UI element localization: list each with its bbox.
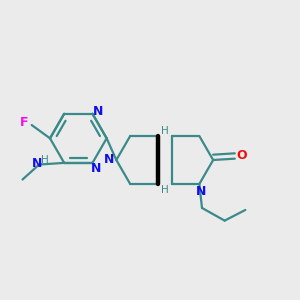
- Text: H: H: [160, 185, 168, 195]
- Text: O: O: [237, 149, 247, 162]
- Text: N: N: [93, 105, 103, 118]
- Text: H: H: [160, 126, 168, 136]
- Text: H: H: [41, 154, 49, 164]
- Text: F: F: [20, 116, 28, 130]
- Text: N: N: [32, 158, 42, 170]
- Text: N: N: [91, 162, 101, 176]
- Text: N: N: [104, 153, 114, 166]
- Text: N: N: [196, 185, 206, 198]
